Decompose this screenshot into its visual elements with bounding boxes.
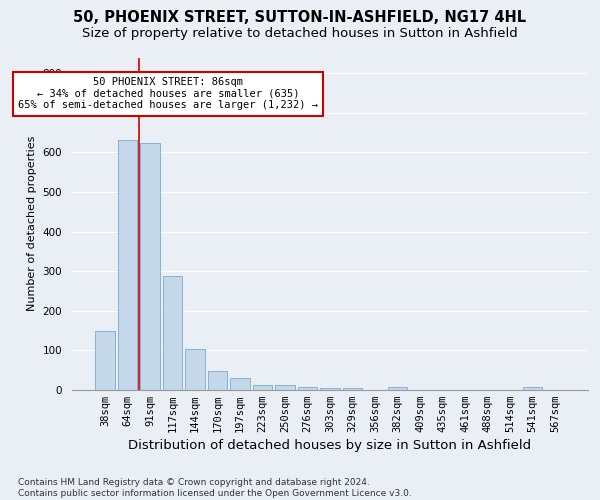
Bar — [523, 387, 542, 390]
Text: 50, PHOENIX STREET, SUTTON-IN-ASHFIELD, NG17 4HL: 50, PHOENIX STREET, SUTTON-IN-ASHFIELD, … — [73, 10, 527, 25]
X-axis label: Distribution of detached houses by size in Sutton in Ashfield: Distribution of detached houses by size … — [128, 440, 532, 452]
Bar — [230, 378, 250, 390]
Bar — [118, 140, 137, 390]
Bar — [253, 385, 272, 390]
Text: Contains HM Land Registry data © Crown copyright and database right 2024.
Contai: Contains HM Land Registry data © Crown c… — [18, 478, 412, 498]
Bar — [140, 142, 160, 390]
Bar — [298, 387, 317, 390]
Bar — [343, 388, 362, 390]
Bar — [388, 387, 407, 390]
Bar — [208, 371, 227, 390]
Bar — [185, 349, 205, 390]
Text: Size of property relative to detached houses in Sutton in Ashfield: Size of property relative to detached ho… — [82, 28, 518, 40]
Bar — [95, 332, 115, 390]
Bar — [163, 276, 182, 390]
Y-axis label: Number of detached properties: Number of detached properties — [27, 136, 37, 312]
Bar — [275, 385, 295, 390]
Text: 50 PHOENIX STREET: 86sqm
← 34% of detached houses are smaller (635)
65% of semi-: 50 PHOENIX STREET: 86sqm ← 34% of detach… — [18, 78, 318, 110]
Bar — [320, 388, 340, 390]
